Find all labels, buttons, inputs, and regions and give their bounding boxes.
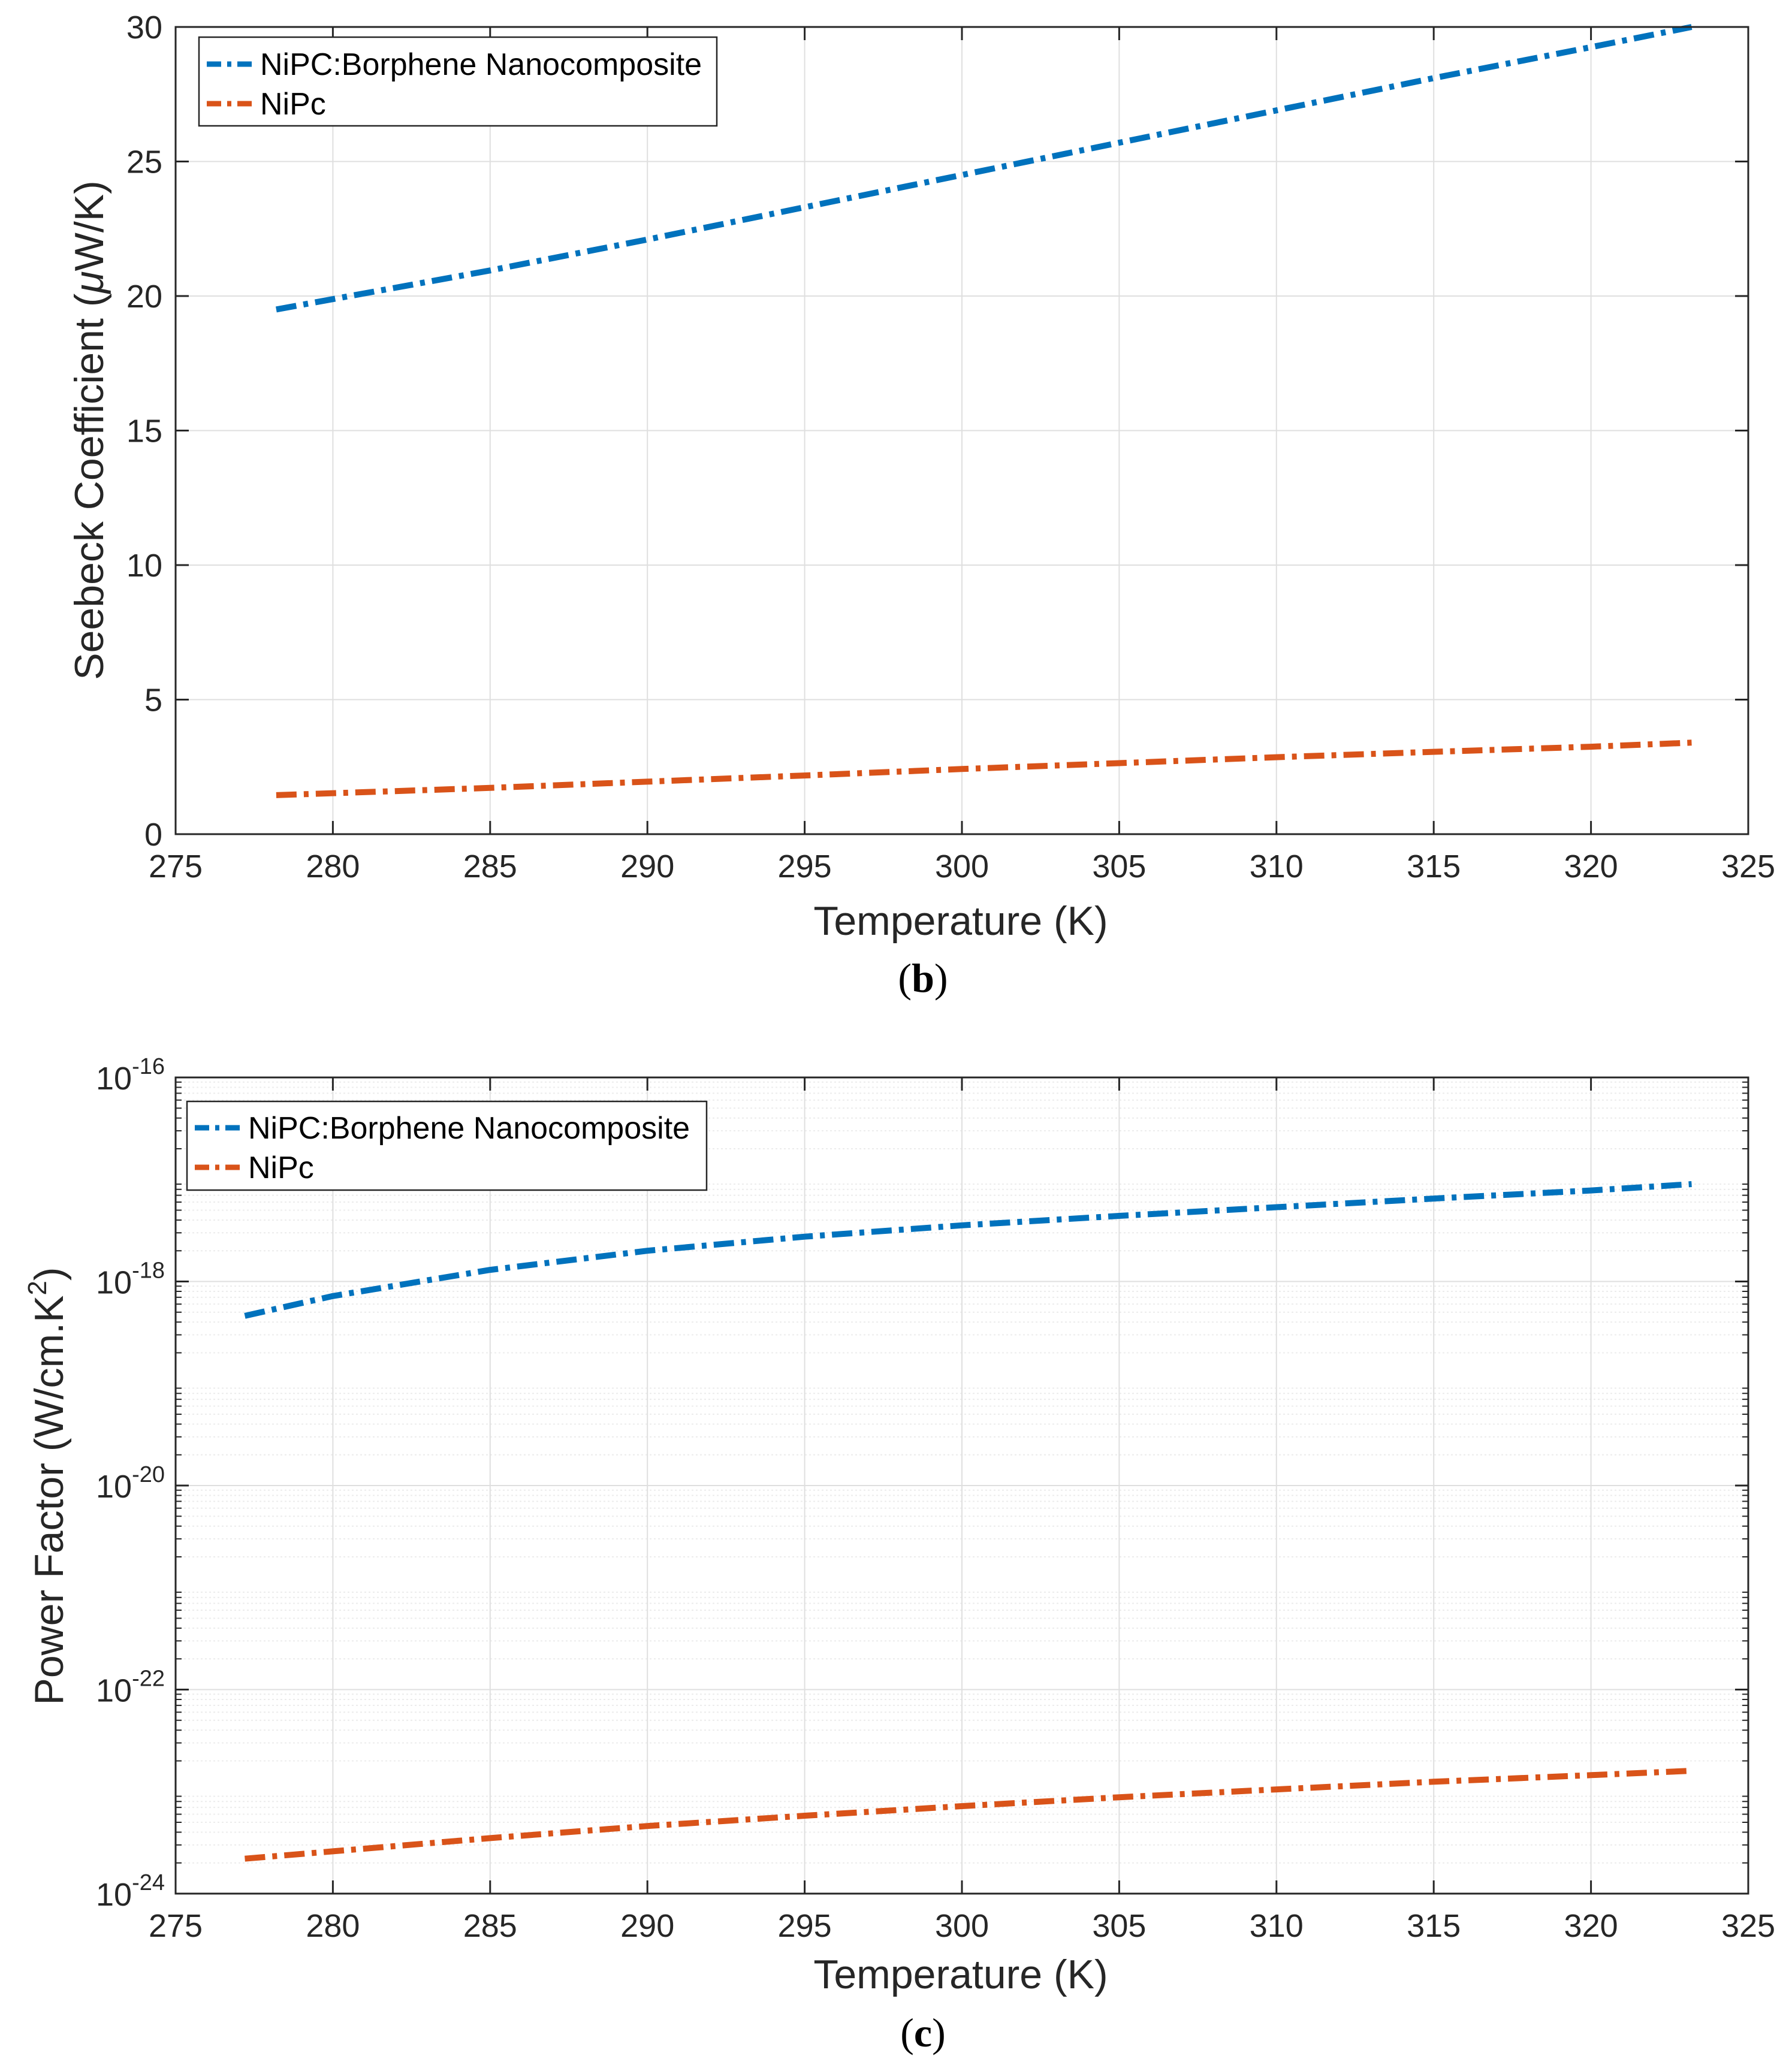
power-factor-x-tick-label: 310 <box>1250 1908 1304 1944</box>
seebeck-y-label-suffix: W/K) <box>67 180 112 271</box>
seebeck-legend[interactable]: NiPC:Borphene Nanocomposite NiPc <box>198 36 718 127</box>
seebeck-x-tick-label: 275 <box>149 849 203 884</box>
power-factor-x-tick-label: 305 <box>1092 1908 1146 1944</box>
power-factor-x-tick-label: 300 <box>935 1908 989 1944</box>
power-factor-grid <box>175 1077 1749 1894</box>
power-factor-x-tick-label: 275 <box>149 1908 203 1944</box>
power-factor-x-tick-label: 315 <box>1407 1908 1461 1944</box>
seebeck-x-tick-label: 295 <box>778 849 832 884</box>
seebeck-x-tick-label: 325 <box>1721 849 1775 884</box>
seebeck-y-tick-labels: 0 5 10 15 20 25 30 <box>126 10 162 853</box>
power-factor-axes-frame <box>174 1076 1749 1895</box>
power-factor-y-axis-label: Power Factor (W/cm.K2) <box>23 1267 72 1705</box>
power-factor-line-nipc <box>245 1768 1692 1862</box>
seebeck-legend-label-nipc: NiPc <box>260 87 326 122</box>
seebeck-y-label-mu: μ <box>67 271 112 294</box>
seebeck-y-tick-label: 10 <box>126 548 162 584</box>
seebeck-y-tick-label: 20 <box>126 279 162 315</box>
power-factor-y-tick-label: 10-24 <box>96 1870 165 1913</box>
power-factor-y-label-suffix: ) <box>26 1267 72 1281</box>
power-factor-x-tick-label: 295 <box>778 1908 832 1944</box>
seebeck-series <box>276 24 1693 798</box>
power-factor-y-tick-label: 10-20 <box>96 1462 165 1505</box>
seebeck-x-tick-label: 320 <box>1564 849 1618 884</box>
seebeck-y-axis-label: Seebeck Coefficient (μW/K) <box>67 180 112 680</box>
seebeck-x-tick-label: 305 <box>1092 849 1146 884</box>
seebeck-x-axis-label: Temperature (K) <box>813 898 1108 944</box>
seebeck-y-tick-label: 0 <box>144 817 162 853</box>
seebeck-line-nipc <box>276 739 1692 798</box>
panel-label-c-letter: c <box>914 2010 932 2055</box>
seebeck-y-tick-label: 30 <box>126 10 162 46</box>
power-factor-legend-label-nipc: NiPc <box>248 1151 314 1185</box>
seebeck-y-tick-label: 5 <box>144 683 162 718</box>
seebeck-x-tick-label: 315 <box>1407 849 1461 884</box>
power-factor-y-tick-label: 10-18 <box>96 1258 165 1301</box>
power-factor-x-tick-label: 290 <box>620 1908 674 1944</box>
power-factor-chart: 275 280 285 290 295 300 305 310 315 320 325 10-241… <box>23 1054 1775 2055</box>
seebeck-x-tick-label: 310 <box>1250 849 1304 884</box>
power-factor-y-tick-labels: 10-24 10-22 10-20 10-18 10-16 <box>96 1054 165 1913</box>
power-factor-y-tick-label: 10-16 <box>96 1054 165 1097</box>
seebeck-y-tick-label: 25 <box>126 144 162 180</box>
panel-label-c: (c) <box>900 2010 946 2055</box>
power-factor-y-label-sup: 2 <box>23 1281 52 1295</box>
panel-label-b: (b) <box>898 955 948 1001</box>
power-factor-y-tick-label: 10-22 <box>96 1667 165 1709</box>
power-factor-y-label-prefix: Power Factor (W/cm.K <box>26 1296 72 1705</box>
seebeck-x-tick-label: 300 <box>935 849 989 884</box>
power-factor-line-composite <box>244 1181 1692 1319</box>
seebeck-y-tick-label: 15 <box>126 413 162 449</box>
seebeck-x-tick-labels: 275 280 285 290 295 300 305 310 315 320 325 <box>149 849 1775 884</box>
seebeck-x-tick-label: 280 <box>306 849 360 884</box>
seebeck-legend-box <box>198 36 718 127</box>
power-factor-x-tick-label: 325 <box>1721 1908 1775 1944</box>
seebeck-x-tick-label: 285 <box>463 849 517 884</box>
seebeck-legend-label-composite: NiPC:Borphene Nanocomposite <box>260 47 702 82</box>
power-factor-x-tick-label: 320 <box>1564 1908 1618 1944</box>
power-factor-legend[interactable]: NiPC:Borphene Nanocomposite NiPc <box>186 1100 708 1191</box>
power-factor-x-tick-label: 285 <box>463 1908 517 1944</box>
power-factor-series <box>244 1181 1692 1862</box>
power-factor-x-axis-label: Temperature (K) <box>813 1952 1108 1997</box>
seebeck-y-label-prefix: Seebeck Coefficient ( <box>67 293 112 680</box>
seebeck-chart: 275 280 285 290 295 300 305 310 315 320 325 0 5 10 15… <box>67 10 1775 1001</box>
power-factor-legend-box <box>186 1100 708 1191</box>
power-factor-x-tick-labels: 275 280 285 290 295 300 305 310 315 320 325 <box>149 1908 1775 1944</box>
seebeck-x-tick-label: 290 <box>620 849 674 884</box>
power-factor-legend-label-composite: NiPC:Borphene Nanocomposite <box>248 1111 690 1146</box>
panel-label-b-letter: b <box>912 955 934 1001</box>
power-factor-x-tick-label: 280 <box>306 1908 360 1944</box>
seebeck-axes-frame <box>174 26 1749 835</box>
